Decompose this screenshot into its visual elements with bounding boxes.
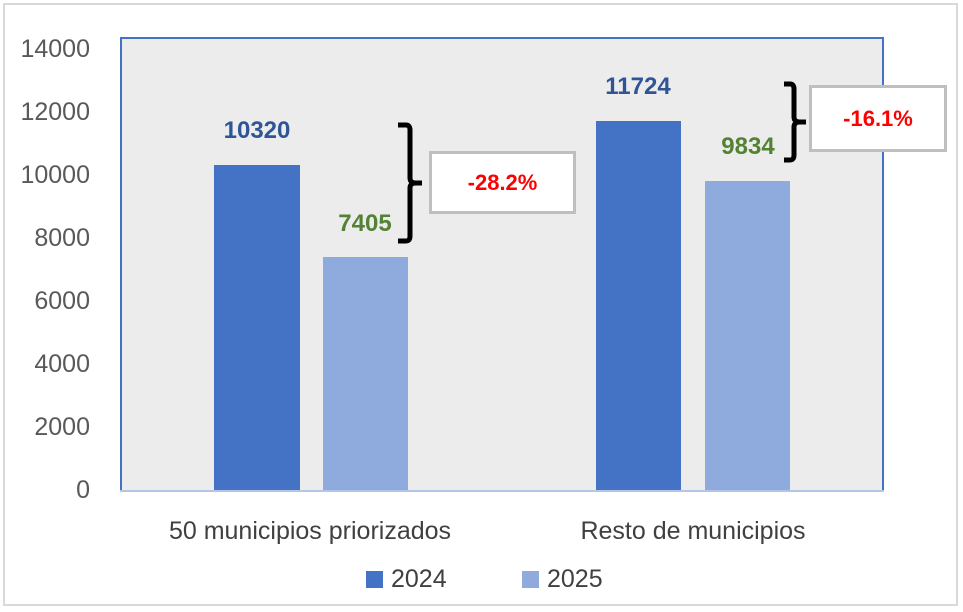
legend-swatch-icon: [366, 571, 383, 588]
bar-2025-priorizados: [323, 257, 408, 490]
change-annotation: -28.2%: [429, 151, 576, 214]
legend-item-2025: 2025: [522, 565, 603, 594]
legend-label: 2025: [547, 565, 603, 593]
y-tick: 6000: [34, 287, 90, 315]
x-category-label: Resto de municipios: [580, 517, 806, 545]
bar-2024-resto: [596, 121, 681, 490]
y-tick: 4000: [34, 350, 90, 378]
legend-swatch-icon: [522, 571, 539, 588]
y-tick: 2000: [34, 413, 90, 441]
bar-2024-priorizados: [214, 165, 300, 490]
x-category-label: 50 municipios priorizados: [168, 517, 452, 545]
legend-item-2024: 2024: [366, 565, 447, 594]
value-label: 9834: [721, 133, 775, 160]
value-label: 11724: [605, 73, 671, 100]
x-axis-line: [120, 490, 884, 492]
legend-label: 2024: [391, 565, 447, 593]
brace-icon: [398, 122, 422, 244]
bar-2025-resto: [705, 181, 790, 490]
value-label: 7405: [338, 210, 392, 237]
y-tick: 8000: [34, 224, 90, 252]
y-tick: 10000: [20, 161, 90, 189]
y-tick: 0: [76, 476, 90, 504]
y-tick: 12000: [20, 98, 90, 126]
brace-icon: [784, 81, 806, 163]
change-annotation: -16.1%: [809, 85, 947, 152]
chart-frame: [3, 3, 958, 606]
value-label: 10320: [223, 117, 291, 144]
y-tick: 14000: [20, 35, 90, 63]
